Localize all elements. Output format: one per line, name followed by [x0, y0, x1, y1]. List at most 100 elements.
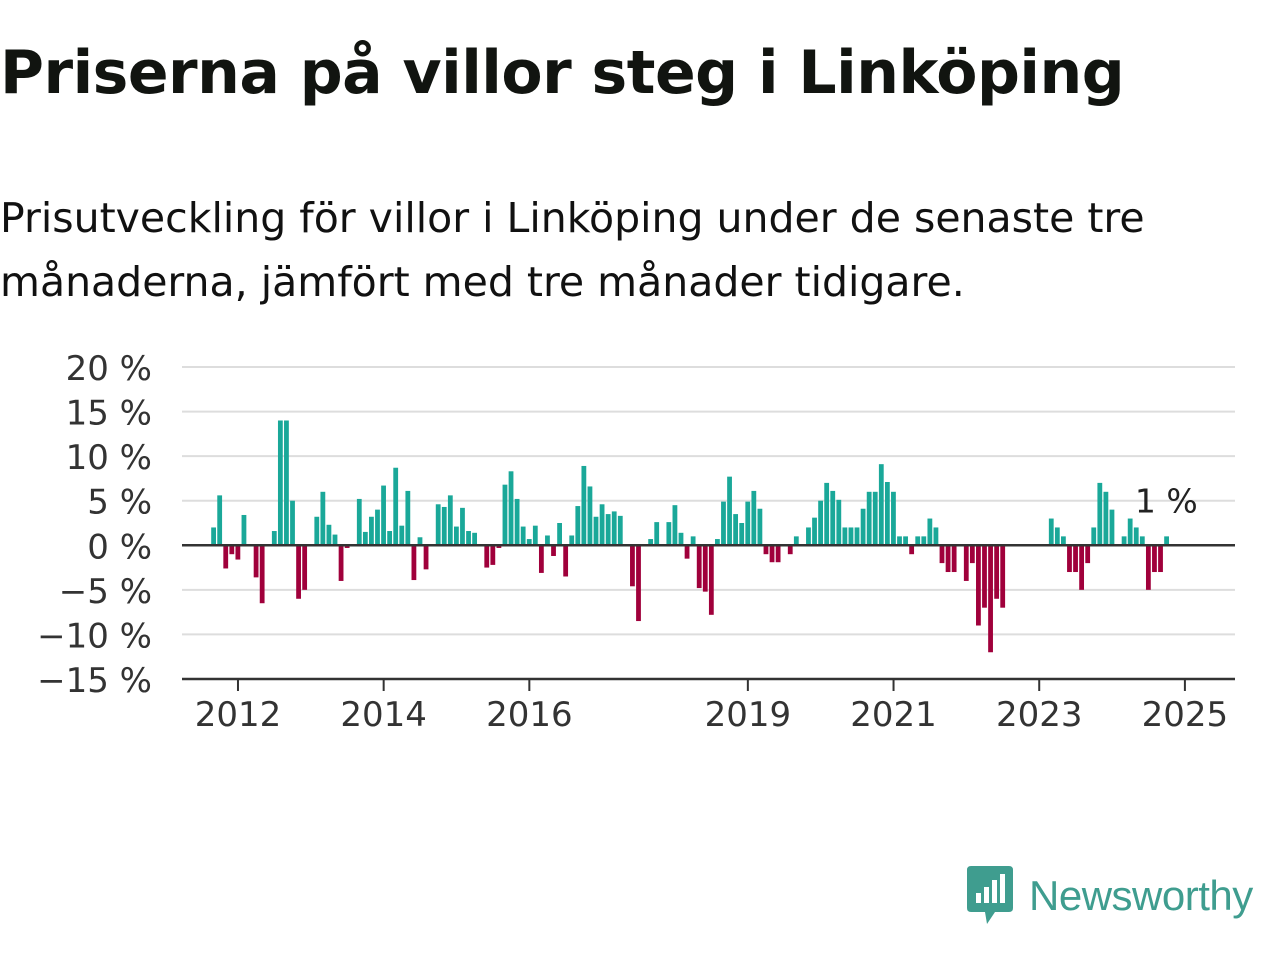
bar	[435, 504, 441, 546]
bar	[1145, 545, 1151, 590]
bar	[775, 545, 781, 563]
bar	[1158, 545, 1163, 573]
bar	[994, 545, 1000, 599]
bar	[836, 499, 842, 546]
bar	[399, 525, 405, 546]
bar	[1054, 527, 1060, 546]
bar	[909, 545, 915, 555]
bar	[551, 545, 556, 556]
bar	[690, 536, 696, 546]
bar	[1133, 527, 1139, 546]
y-tick-label: 0 %	[87, 527, 152, 567]
newsworthy-brand: Newsworthy	[965, 866, 1253, 926]
bar	[496, 545, 502, 548]
bar	[818, 500, 823, 546]
bar	[381, 485, 386, 546]
bar	[229, 545, 235, 555]
bar	[708, 545, 714, 615]
bar	[223, 545, 229, 569]
bar	[733, 514, 739, 546]
bar	[284, 420, 289, 546]
bar	[721, 501, 726, 546]
bar	[951, 545, 957, 573]
bar	[557, 523, 562, 546]
bar	[369, 516, 374, 546]
bar	[933, 527, 939, 546]
bar	[1097, 482, 1103, 546]
bar	[454, 526, 459, 546]
newsworthy-logo-icon	[967, 866, 1013, 924]
bar	[387, 531, 393, 546]
bar	[211, 527, 216, 546]
chart-title: Priserna på villor steg i Linköping	[0, 38, 1125, 108]
bar	[648, 539, 654, 546]
bar	[1000, 545, 1006, 608]
bar	[739, 523, 745, 546]
bar	[508, 471, 514, 546]
bar	[344, 545, 350, 548]
bar	[1085, 545, 1091, 564]
value-annotation: 1 %	[1135, 481, 1198, 520]
bar	[824, 482, 830, 546]
bar	[593, 516, 599, 546]
bar	[878, 464, 884, 546]
bar	[575, 506, 581, 546]
bar	[290, 500, 295, 546]
bar	[1103, 491, 1109, 546]
bar	[763, 545, 769, 555]
y-tick-label: −5 %	[59, 572, 152, 612]
x-tick-label: 2025	[1142, 695, 1229, 735]
bar	[271, 531, 277, 546]
bar	[563, 545, 569, 577]
bar	[314, 516, 320, 546]
bar	[338, 545, 344, 581]
y-tick-label: 20 %	[66, 349, 152, 389]
bar	[793, 536, 799, 546]
bar	[854, 527, 860, 546]
bar	[253, 545, 259, 578]
bar	[599, 504, 605, 546]
bar	[277, 420, 283, 546]
bar	[636, 545, 641, 622]
bar	[757, 508, 763, 546]
bar	[1073, 545, 1078, 573]
bar	[976, 545, 981, 626]
bar	[891, 491, 896, 546]
bar	[715, 539, 720, 546]
bar	[532, 525, 538, 546]
bar	[320, 491, 326, 546]
bar	[405, 490, 411, 546]
bar	[830, 490, 836, 546]
bar	[897, 536, 902, 546]
bar	[1067, 545, 1072, 573]
bar	[569, 535, 575, 546]
bar	[447, 495, 453, 546]
bar	[356, 498, 362, 546]
bar	[969, 545, 975, 564]
bar	[545, 535, 550, 546]
bar	[1152, 545, 1157, 573]
bar	[1091, 527, 1097, 546]
bar	[490, 545, 496, 565]
bar	[787, 545, 793, 555]
bar	[1164, 536, 1169, 546]
bar	[1121, 536, 1127, 546]
x-tick-label: 2023	[996, 695, 1083, 735]
bar	[672, 505, 678, 546]
x-tick-label: 2021	[850, 695, 937, 735]
x-tick-label: 2014	[340, 695, 427, 735]
bar	[903, 536, 908, 546]
bar	[678, 532, 684, 546]
x-tick-label: 2019	[705, 695, 792, 735]
bar	[302, 545, 308, 590]
chart-subtitle: Prisutveckling för villor i Linköping un…	[0, 194, 1145, 306]
bar	[751, 490, 757, 546]
bar	[915, 536, 921, 546]
y-tick-label: −10 %	[37, 616, 152, 656]
bar	[666, 522, 672, 546]
bar	[866, 491, 872, 546]
bar	[441, 506, 447, 546]
bar	[484, 545, 490, 568]
bar	[654, 522, 660, 546]
bar	[1109, 509, 1115, 546]
